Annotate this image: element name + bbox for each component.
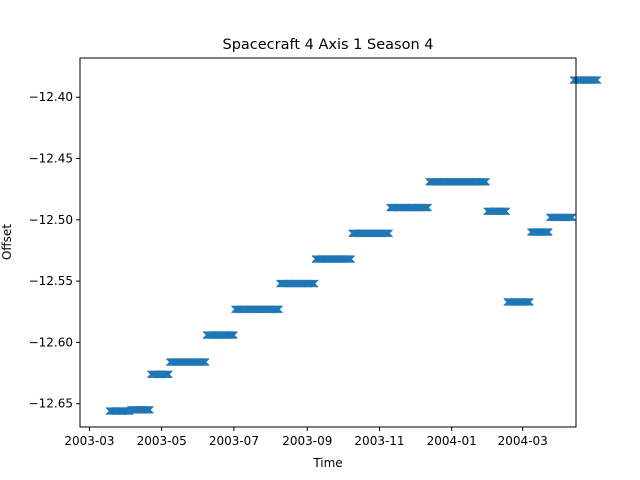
x-tick-label: 2003-11 [354,434,404,448]
data-point [543,228,552,237]
data-point [163,370,172,379]
data-point [525,298,534,306]
data-point [589,76,598,84]
data-point [201,358,210,366]
data-point [347,255,356,263]
data-point [498,207,507,216]
data-point [199,358,208,366]
plot-area [105,76,602,415]
data-point [591,76,599,84]
data-point [227,331,236,339]
data-point [143,405,152,414]
data-point [479,177,488,186]
data-point [226,331,235,339]
chart-title: Spacecraft 4 Axis 1 Season 4 [223,37,434,53]
data-point [424,203,432,212]
data-point [309,279,318,288]
data-point [161,370,170,379]
data-point [385,229,393,238]
data-point [592,76,601,84]
data-point [273,305,282,314]
data-point [501,207,509,216]
data-point [422,203,431,212]
data-point [310,279,319,288]
data-point [421,203,430,212]
y-tick-label: −12.50 [29,213,73,227]
data-point [200,358,209,366]
data-point [593,76,602,84]
data-point [499,207,508,216]
data-point [345,255,354,263]
data-point [383,229,392,238]
data-point [142,405,151,414]
data-point [343,255,352,263]
data-point [541,228,550,237]
data-point [271,305,280,314]
data-point [344,255,353,263]
data-point [381,229,390,238]
data-point [567,213,576,222]
data-point [272,305,281,314]
data-point [122,407,131,415]
plot-frame [79,57,577,428]
data-point [544,228,553,237]
y-tick-label: −12.40 [29,90,73,104]
x-tick-label: 2003-09 [282,434,332,448]
x-tick-label: 2003-07 [209,434,259,448]
data-point [164,370,173,379]
data-point [228,331,237,339]
x-axis: 2003-03 2003-05 2003-07 2003-09 2003-11 2004-… [64,427,548,448]
data-point [198,358,206,366]
data-point [308,279,316,288]
y-axis-label: Offset [0,224,14,260]
data-point [306,279,315,288]
data-point [382,229,391,238]
data-point [144,405,153,414]
data-point [566,213,575,222]
data-point [568,213,577,222]
x-tick-label: 2004-03 [498,434,548,448]
data-point [482,177,490,186]
data-point [274,305,283,314]
y-tick-label: −12.55 [29,274,73,288]
data-point [542,228,551,237]
data-point [564,213,573,222]
y-tick-label: −12.45 [29,152,73,166]
data-point [523,298,532,306]
data-point [162,370,171,379]
x-tick-label: 2003-05 [137,434,187,448]
data-point [229,331,238,339]
x-tick-label: 2004-01 [427,434,477,448]
y-tick-label: −12.60 [29,335,73,349]
data-point [420,203,429,212]
data-point [522,298,531,306]
data-point [502,207,511,216]
data-point [478,177,487,186]
data-point [145,405,154,414]
x-axis-label: Time [312,456,342,470]
data-point [480,177,489,186]
y-tick-label: −12.65 [29,397,73,411]
data-point [524,298,533,306]
x-tick-label: 2003-03 [64,434,114,448]
y-axis: −12.40 −12.45 −12.50 −12.55 −12.60 −12.65 [29,90,80,411]
